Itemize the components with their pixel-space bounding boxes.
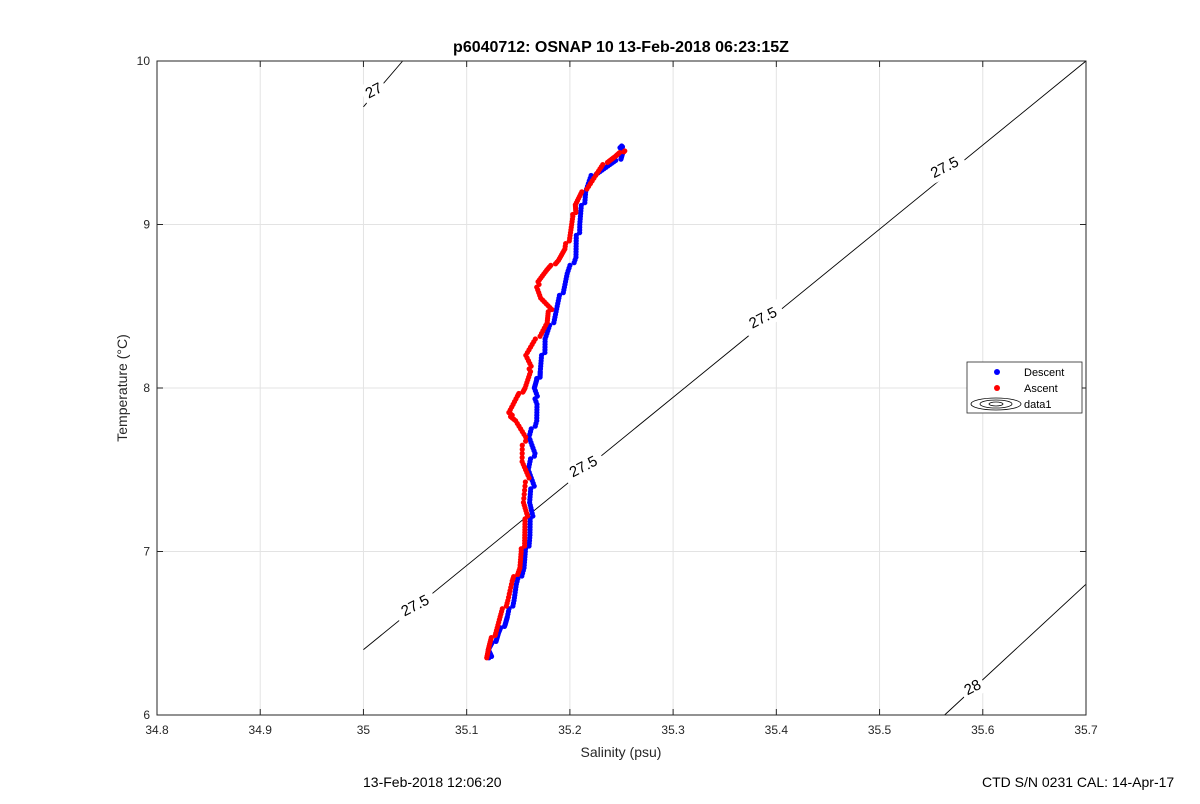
chart-title: p6040712: OSNAP 10 13-Feb-2018 06:23:15Z: [453, 39, 789, 56]
x-axis-label: Salinity (psu): [581, 744, 662, 760]
y-tick-label: 8: [143, 381, 150, 395]
y-tick-label: 7: [143, 545, 150, 559]
data-series: [484, 143, 628, 661]
contour-label-bg: [921, 148, 968, 186]
y-tick-label: 6: [143, 708, 150, 722]
legend: Descent Ascent data1: [966, 361, 1083, 414]
ascent-point: [519, 454, 525, 461]
x-tick-label: 35.3: [661, 723, 685, 737]
legend-box: [966, 361, 1083, 414]
legend-data1-label: data1: [1024, 399, 1052, 411]
x-tick-label: 35.6: [971, 723, 995, 737]
descent-point: [528, 486, 534, 492]
footer-timestamp: 13-Feb-2018 12:06:20: [363, 774, 502, 790]
legend-ascent-label: Ascent: [1024, 383, 1058, 395]
ascent-point: [516, 390, 522, 397]
legend-ascent-marker: [994, 385, 1000, 391]
ascent-point: [511, 573, 517, 580]
x-tick-label: 34.9: [249, 723, 273, 737]
descent-point: [578, 202, 584, 209]
legend-descent-marker: [994, 369, 1000, 375]
ascent-point: [519, 446, 525, 452]
ascent-point: [519, 458, 525, 465]
y-tick-label: 10: [137, 54, 151, 68]
descent-point: [556, 292, 563, 298]
contour-label-bg: [560, 447, 607, 485]
contour-label: 28: [961, 676, 984, 699]
ascent-point: [521, 491, 527, 497]
descent-point: [619, 143, 625, 149]
descent-point: [527, 456, 534, 462]
axis-ticks: 34.8 34.9 35 35.1 35.2 35.3 35.4 35.5 35.6 35.7 6 7…: [137, 54, 1098, 737]
y-axis-label: Temperature (°C): [114, 334, 130, 442]
series-descent: [485, 143, 626, 661]
ascent-point: [622, 148, 628, 154]
x-tick-label: 35.5: [868, 723, 892, 737]
x-tick-label: 35: [357, 723, 371, 737]
ascent-point: [600, 161, 606, 168]
legend-contour-icon: [970, 397, 1022, 411]
ascent-point: [522, 487, 528, 493]
series-ascent: [484, 148, 628, 661]
ascent-point: [519, 442, 525, 448]
contour-label-bg: [391, 586, 439, 624]
ascent-point: [532, 336, 538, 342]
ascent-point: [617, 149, 623, 156]
contour-label: 27: [363, 79, 386, 102]
x-tick-label: 35.1: [455, 723, 479, 737]
legend-descent-label: Descent: [1024, 367, 1064, 379]
ascent-point: [499, 606, 505, 612]
ascent-point: [519, 450, 525, 456]
ascent-point: [579, 189, 585, 195]
y-tick-label: 9: [143, 218, 150, 232]
descent-point: [567, 262, 573, 268]
x-tick-label: 35.2: [558, 723, 582, 737]
ascent-point: [488, 635, 494, 641]
ascent-point: [563, 240, 569, 247]
contour-label-bg: [957, 672, 988, 702]
ascent-point: [520, 499, 527, 506]
x-tick-label: 35.4: [765, 723, 789, 737]
contour-label-bg: [739, 299, 787, 337]
ascent-point: [523, 438, 529, 444]
contour-label-bg: [358, 76, 390, 105]
ascent-point: [522, 479, 528, 485]
descent-point: [528, 426, 534, 432]
density-contour-line: [363, 60, 1087, 650]
ascent-point: [521, 495, 527, 501]
footer-calibration: CTD S/N 0231 CAL: 14-Apr-17: [982, 774, 1174, 790]
ascent-point: [522, 483, 528, 489]
descent-point: [515, 576, 521, 582]
ascent-point: [548, 262, 554, 268]
x-tick-label: 34.8: [145, 723, 169, 737]
x-tick-label: 35.7: [1074, 723, 1098, 737]
